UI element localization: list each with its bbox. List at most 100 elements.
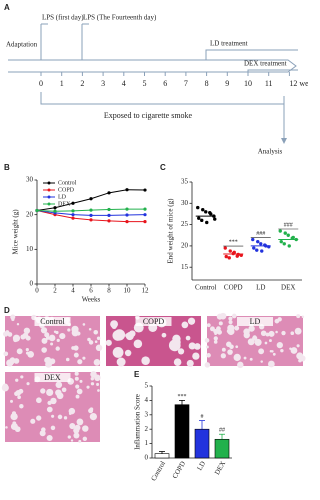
y-tick-label: 20	[26, 210, 34, 218]
x-tick-label: COPD	[224, 284, 243, 292]
alveolus	[88, 408, 94, 414]
x-tick-label: 10	[124, 287, 132, 295]
y-axis-label: Mice weight (g)	[12, 209, 20, 255]
label-bg	[34, 317, 71, 326]
alveolus	[128, 330, 136, 337]
alveolus	[65, 357, 70, 362]
histology-label: LD	[250, 317, 261, 326]
alveolus	[70, 439, 74, 442]
point	[107, 219, 111, 223]
alveolus	[15, 389, 22, 396]
y-tick-label: 0	[30, 280, 34, 288]
alveolus	[79, 379, 83, 383]
point	[125, 188, 129, 192]
point	[259, 242, 263, 246]
alveolus	[5, 426, 8, 429]
alveolus	[67, 435, 71, 439]
alveolus	[40, 327, 48, 334]
alveolus	[53, 330, 57, 333]
x-tick-label: 2	[53, 287, 57, 295]
alveolus	[112, 347, 124, 358]
point	[89, 213, 93, 217]
point	[196, 205, 200, 210]
alveolus	[73, 432, 80, 439]
point	[125, 213, 129, 217]
point	[71, 213, 75, 217]
timeline-tick-label: 5	[143, 79, 147, 88]
alveolus	[73, 352, 79, 358]
alveolus	[46, 406, 53, 413]
timeline-arrow	[8, 59, 297, 73]
alveolus	[186, 359, 194, 367]
alveolus	[228, 316, 233, 321]
alveolus	[248, 325, 255, 332]
alveolus	[30, 418, 36, 424]
panel-label: A	[4, 3, 10, 12]
alveolus	[247, 338, 255, 346]
annotation: ***	[178, 394, 187, 400]
point	[201, 207, 205, 212]
timeline-tick-label: 6	[163, 79, 167, 88]
histology-label: Control	[40, 317, 65, 326]
alveolus	[298, 358, 302, 363]
alveolus	[41, 337, 48, 344]
alveolus	[243, 331, 250, 339]
point	[143, 188, 147, 192]
point	[287, 244, 291, 248]
point	[260, 249, 264, 253]
y-tick-label: 15	[181, 263, 189, 271]
alveolus	[46, 434, 53, 442]
point	[143, 220, 147, 224]
alveolus	[3, 351, 9, 357]
alveolus	[275, 330, 278, 334]
lps-lines	[40, 23, 89, 60]
alveolus	[71, 329, 79, 337]
label-bg	[34, 373, 71, 382]
alveolus	[51, 414, 55, 418]
alveolus	[206, 323, 211, 328]
alveolus	[15, 378, 19, 382]
alveolus	[76, 388, 83, 395]
point	[213, 217, 217, 221]
timeline-tick-label: 0	[39, 79, 43, 88]
legend-label: COPD	[58, 187, 75, 193]
label-bg	[237, 317, 273, 326]
timeline-label: LD treatment	[210, 40, 248, 48]
alveolus	[269, 349, 273, 353]
alveolus	[44, 357, 51, 364]
alveolus	[227, 328, 235, 336]
point	[282, 242, 286, 246]
alveolus	[181, 321, 189, 329]
alveolus	[55, 346, 60, 351]
alveolus	[90, 382, 95, 386]
alveolus	[10, 412, 18, 421]
alveolus	[90, 377, 95, 381]
panel-label: B	[4, 163, 10, 172]
alveolus	[235, 345, 239, 349]
alveolus	[294, 327, 302, 335]
alveolus	[277, 317, 282, 322]
legend-marker	[47, 181, 51, 185]
alveolus	[41, 427, 46, 432]
alveolus	[231, 313, 237, 319]
alveolus	[185, 335, 191, 341]
alveolus	[74, 376, 79, 381]
point	[53, 209, 57, 213]
alveolus	[74, 371, 79, 376]
alveolus	[57, 390, 61, 395]
point	[107, 191, 111, 195]
alveolus	[61, 387, 67, 393]
timeline-tick-label: 3	[101, 79, 105, 88]
point	[71, 209, 75, 213]
histology-label: DEX	[44, 373, 61, 382]
alveolus	[40, 388, 46, 394]
alveolus	[133, 339, 143, 349]
annotation: ###	[256, 231, 265, 237]
alveolus	[16, 323, 20, 326]
y-axis-label: End weight of mice (g)	[167, 198, 175, 264]
timeline-tick-label: 12 weeks	[289, 79, 308, 88]
legend-label: Control	[58, 180, 77, 186]
bar	[214, 438, 230, 459]
point	[125, 207, 129, 211]
alveolus	[93, 358, 101, 366]
